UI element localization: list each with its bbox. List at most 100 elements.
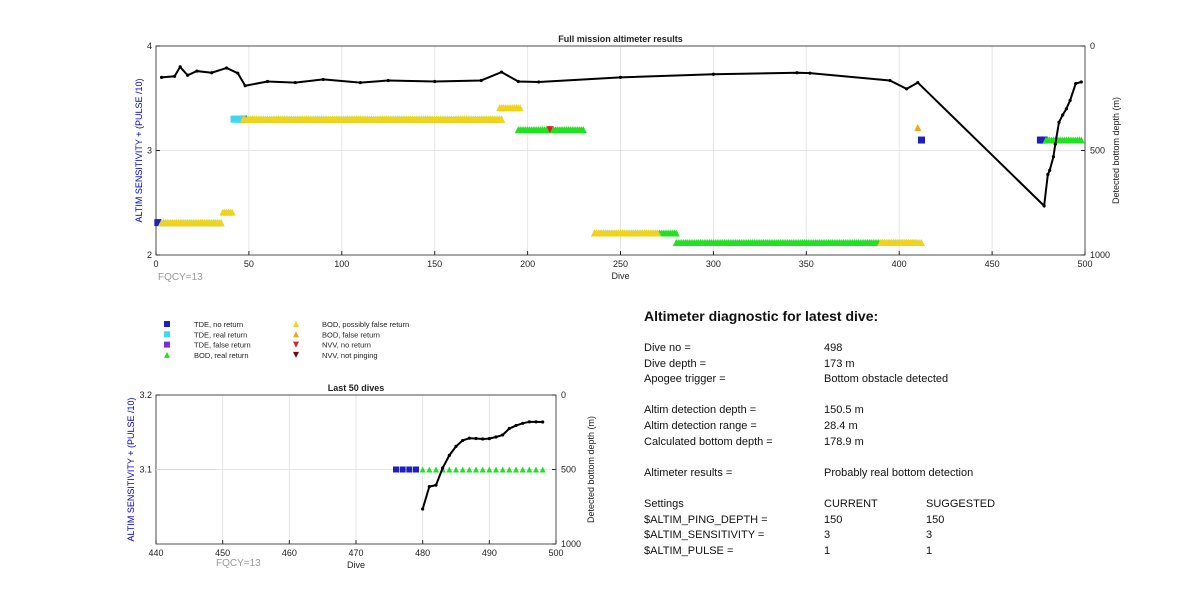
- altimeter-marker: [228, 208, 236, 216]
- bottom-depth-point: [534, 420, 538, 424]
- altimeter-marker: [498, 115, 506, 123]
- altimeter-marker: [533, 466, 539, 473]
- altimeter-marker: [914, 124, 922, 132]
- chart-title: Full mission altimeter results: [558, 34, 683, 44]
- legend-label: BOD, possibly false return: [322, 320, 409, 329]
- setting-suggested-value: 3: [926, 529, 933, 542]
- bottom-depth-point: [467, 436, 471, 440]
- altimeter-marker: [466, 466, 473, 473]
- altimeter-results-value: Probably real bottom detection: [824, 466, 974, 479]
- settings-row: $ALTIM_PING_DEPTH = 150 150: [644, 514, 1164, 530]
- altimeter-results-label: Altimeter results =: [644, 466, 733, 479]
- bottom-depth-point: [427, 485, 431, 489]
- bottom-depth-point: [210, 71, 214, 75]
- bottom-depth-point: [293, 80, 297, 85]
- x-tick-label: 50: [244, 259, 254, 269]
- x-tick-label: 250: [613, 259, 628, 269]
- bottom-depth-point: [888, 78, 892, 83]
- altimeter-marker: [579, 126, 587, 134]
- altimeter-marker: [433, 466, 439, 473]
- bottom-depth-point: [185, 73, 190, 77]
- x-tick-label: 470: [348, 548, 363, 558]
- bottom-depth-point: [421, 507, 425, 511]
- legend-label: TDE, real return: [194, 330, 247, 339]
- altimeter-marker: [154, 219, 162, 227]
- altimeter-marker: [237, 115, 245, 123]
- legend-marker: [293, 341, 299, 348]
- altimeter-marker: [479, 466, 486, 473]
- bottom-depth-point: [1046, 172, 1050, 177]
- y-right-tick-label: 500: [1090, 146, 1105, 156]
- bottom-depth-point: [195, 69, 199, 73]
- y-right-tick-label: 1000: [561, 539, 581, 549]
- setting-label: $ALTIM_PING_DEPTH =: [644, 513, 768, 526]
- altimeter-marker: [672, 229, 680, 237]
- bottom-depth-point: [1068, 98, 1072, 102]
- bottom-depth-point: [461, 438, 465, 443]
- setting-suggested-value: 1: [926, 544, 933, 557]
- y-right-axis-label: Detected bottom depth (m): [586, 416, 596, 523]
- diagnostic-row: Dive no = 498: [644, 342, 1164, 358]
- bottom-depth-point: [236, 71, 240, 75]
- x-tick-label: 460: [282, 548, 297, 558]
- x-tick-label: 150: [427, 259, 442, 269]
- x-axis-label: Dive: [347, 560, 365, 570]
- calculated-bottom-depth-label: Calculated bottom depth =: [644, 435, 773, 448]
- calculated-bottom-depth-value: 178.9 m: [824, 435, 864, 448]
- bottom-depth-point: [1074, 82, 1078, 86]
- bottom-depth-point: [711, 72, 716, 76]
- bottom-depth-point: [479, 78, 483, 83]
- y-left-tick-label: 3: [147, 146, 152, 156]
- bottom-depth-point: [618, 75, 623, 79]
- altim-detection-depth-label: Altim detection depth =: [644, 404, 757, 417]
- fqcy-annotation: FQCY=13: [216, 558, 261, 569]
- x-tick-label: 100: [334, 259, 349, 269]
- altimeter-marker: [413, 466, 419, 473]
- x-axis-label: Dive: [611, 271, 629, 281]
- bottom-depth-point: [514, 423, 518, 428]
- dive-depth-label: Dive depth =: [644, 357, 707, 370]
- altimeter-marker: [917, 136, 925, 144]
- legend-marker: [293, 331, 299, 338]
- bottom-depth-point: [358, 80, 362, 85]
- altimeter-marker: [526, 466, 533, 473]
- altimeter-marker: [917, 238, 925, 246]
- bottom-depth-point: [516, 79, 520, 84]
- legend-marker: [164, 351, 170, 358]
- bottom-depth-point: [501, 433, 505, 437]
- bottom-depth-point: [494, 435, 498, 439]
- bottom-depth-point: [1053, 142, 1057, 146]
- x-tick-label: 350: [799, 259, 814, 269]
- altimeter-marker: [539, 466, 546, 473]
- settings-row: $ALTIM_PULSE = 1 1: [644, 545, 1164, 561]
- setting-label: $ALTIM_SENSITIVITY =: [644, 529, 765, 542]
- y-left-tick-label: 2: [147, 250, 152, 260]
- bottom-depth-point: [474, 436, 478, 441]
- apogee-trigger-label: Apogee trigger =: [644, 373, 726, 386]
- bottom-depth-point: [537, 80, 541, 84]
- diagnostic-row: Dive depth = 173 m: [644, 358, 1164, 374]
- legend-marker: [293, 321, 299, 327]
- bottom-depth-point: [499, 70, 504, 74]
- settings-header-suggested: SUGGESTED: [926, 497, 996, 510]
- bottom-depth-point: [321, 77, 325, 82]
- setting-current-value: 150: [824, 513, 843, 526]
- y-left-tick-label: 3.1: [139, 465, 152, 475]
- diagnostic-title: Altimeter diagnostic for latest dive:: [644, 308, 879, 324]
- settings-header-label: Settings: [644, 497, 684, 510]
- altimeter-marker: [519, 466, 526, 473]
- fqcy-annotation: FQCY=13: [158, 272, 203, 283]
- y-right-tick-label: 500: [561, 465, 576, 475]
- altimeter-marker: [399, 466, 406, 473]
- altimeter-marker: [459, 466, 466, 473]
- legend-label: NVV, no return: [322, 341, 371, 350]
- x-tick-label: 0: [153, 259, 158, 269]
- altimeter-marker: [406, 466, 413, 473]
- dive-no-label: Dive no =: [644, 342, 691, 354]
- bottom-depth-point: [243, 84, 247, 88]
- bottom-depth-point: [1064, 107, 1069, 111]
- setting-current-value: 1: [824, 544, 831, 557]
- bottom-depth-point: [265, 79, 270, 84]
- x-tick-label: 480: [415, 548, 430, 558]
